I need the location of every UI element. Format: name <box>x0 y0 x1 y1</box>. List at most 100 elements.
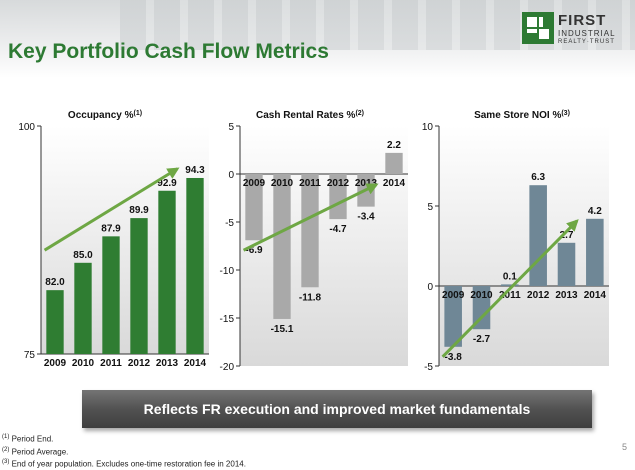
data-label: -2.7 <box>473 334 491 345</box>
data-label: -11.8 <box>299 292 322 303</box>
chart-title-footnote: (1) <box>134 110 143 117</box>
data-label: -4.7 <box>329 224 347 235</box>
data-label: -3.4 <box>357 212 375 223</box>
footnote-marker: (1) <box>2 434 10 440</box>
chart-title: Cash Rental Rates %(2) <box>256 110 364 121</box>
same-store-noi-chart: Same Store NOI %(3) -5 0 5 10 -3.8 -2.7 0.1 6.3 2… <box>422 110 609 373</box>
y-tick-label: -5 <box>225 218 234 229</box>
chart-title-footnote: (2) <box>355 110 364 117</box>
category-label: 2013 <box>355 178 378 189</box>
bar <box>557 242 576 286</box>
footnote-marker: (3) <box>2 459 10 466</box>
y-tick-label: -5 <box>424 362 433 373</box>
category-label: 2012 <box>128 358 151 369</box>
category-label: 2010 <box>470 290 493 301</box>
trend-arrow <box>242 183 379 252</box>
y-tick-label: 0 <box>427 282 433 293</box>
footnote-text: Period Average. <box>11 447 69 457</box>
bar <box>186 177 204 354</box>
y-tick-label: 5 <box>427 202 433 213</box>
slide-title: Key Portfolio Cash Flow Metrics <box>8 40 329 63</box>
bar <box>273 174 291 319</box>
data-label: -6.9 <box>245 245 263 256</box>
y-tick-label: -15 <box>220 314 235 325</box>
bar <box>245 174 263 241</box>
data-label: 0.1 <box>503 271 517 282</box>
category-label: 2011 <box>499 290 521 301</box>
occupancy-chart: Occupancy %(1) 75 100 82.0 85.0 87.9 89.9 92.9 9… <box>18 110 209 369</box>
category-label: 2014 <box>184 358 207 369</box>
category-label: 2012 <box>327 178 350 189</box>
chart-title-text: Same Store NOI % <box>474 110 561 121</box>
category-label: 2014 <box>383 178 406 189</box>
data-label: 94.3 <box>185 165 205 176</box>
y-tick-label: 0 <box>228 170 234 181</box>
bar <box>385 152 403 174</box>
bar <box>529 185 547 286</box>
y-tick-label: 75 <box>24 350 36 361</box>
chart-title-footnote: (3) <box>561 110 570 117</box>
data-label: 89.9 <box>129 205 149 216</box>
footnotes: (1) Period End. (2) Period Average. (3) … <box>2 432 246 470</box>
category-label: 2013 <box>156 358 179 369</box>
y-tick-label: 100 <box>18 122 35 133</box>
category-label: 2010 <box>72 358 95 369</box>
category-label: 2009 <box>243 178 266 189</box>
bar <box>74 262 92 354</box>
chart-title: Same Store NOI %(3) <box>474 110 570 121</box>
category-label: 2009 <box>44 358 67 369</box>
data-label: 87.9 <box>101 223 121 234</box>
bar <box>130 218 148 354</box>
bar <box>586 218 604 286</box>
bar <box>158 190 176 354</box>
category-label: 2011 <box>100 358 122 369</box>
bar <box>102 236 120 354</box>
plot-area <box>439 126 609 366</box>
chart-title-text: Cash Rental Rates % <box>256 110 356 121</box>
category-label: 2011 <box>299 178 321 189</box>
y-tick-label: 5 <box>228 122 234 133</box>
page-number: 5 <box>622 442 628 452</box>
category-label: 2012 <box>527 290 550 301</box>
cash-rental-rates-chart: Cash Rental Rates %(2) -20 -15 -10 -5 0 5 -6.9 -… <box>220 110 408 373</box>
data-label: -3.8 <box>445 352 463 363</box>
company-logo: FIRST INDUSTRIAL REALTY·TRUST <box>522 12 634 52</box>
trend-arrow <box>43 167 180 252</box>
chart-title-text: Occupancy % <box>68 110 134 121</box>
tagline-banner: Reflects FR execution and improved marke… <box>82 390 592 428</box>
data-label: 2.2 <box>387 140 401 151</box>
bar <box>329 174 347 220</box>
chart-title: Occupancy %(1) <box>68 110 142 121</box>
category-label: 2013 <box>555 290 578 301</box>
footnote-text: Period End. <box>11 434 54 444</box>
category-label: 2010 <box>271 178 294 189</box>
data-label: 92.9 <box>157 178 177 189</box>
category-label: 2014 <box>584 290 607 301</box>
data-label: 82.0 <box>45 277 65 288</box>
y-tick-label: -20 <box>220 362 235 373</box>
footnote-marker: (2) <box>2 446 10 453</box>
trend-arrow <box>441 219 579 358</box>
data-label: -15.1 <box>271 324 294 335</box>
bar <box>46 290 64 354</box>
plot-area <box>240 126 408 366</box>
logo-line-3: REALTY·TRUST <box>558 39 615 45</box>
bar <box>501 284 519 286</box>
data-label: 2.7 <box>560 230 574 241</box>
y-tick-label: -10 <box>220 266 235 277</box>
logo-line-1: FIRST <box>558 12 607 29</box>
logo-mark-icon <box>522 12 554 44</box>
footnote-2: (2) Period Average. <box>2 445 246 458</box>
y-tick-label: 10 <box>422 122 434 133</box>
bar <box>301 174 319 288</box>
plot-area <box>41 126 209 354</box>
footnote-1: (1) Period End. <box>2 432 246 445</box>
logo-line-2: INDUSTRIAL <box>558 29 616 38</box>
category-label: 2009 <box>442 290 465 301</box>
footnote-text: End of year population. Excludes one-tim… <box>11 459 246 469</box>
data-label: 6.3 <box>531 172 545 183</box>
bar <box>444 286 462 347</box>
data-label: 85.0 <box>73 250 93 261</box>
data-label: 4.2 <box>588 206 602 217</box>
bar <box>472 286 491 330</box>
